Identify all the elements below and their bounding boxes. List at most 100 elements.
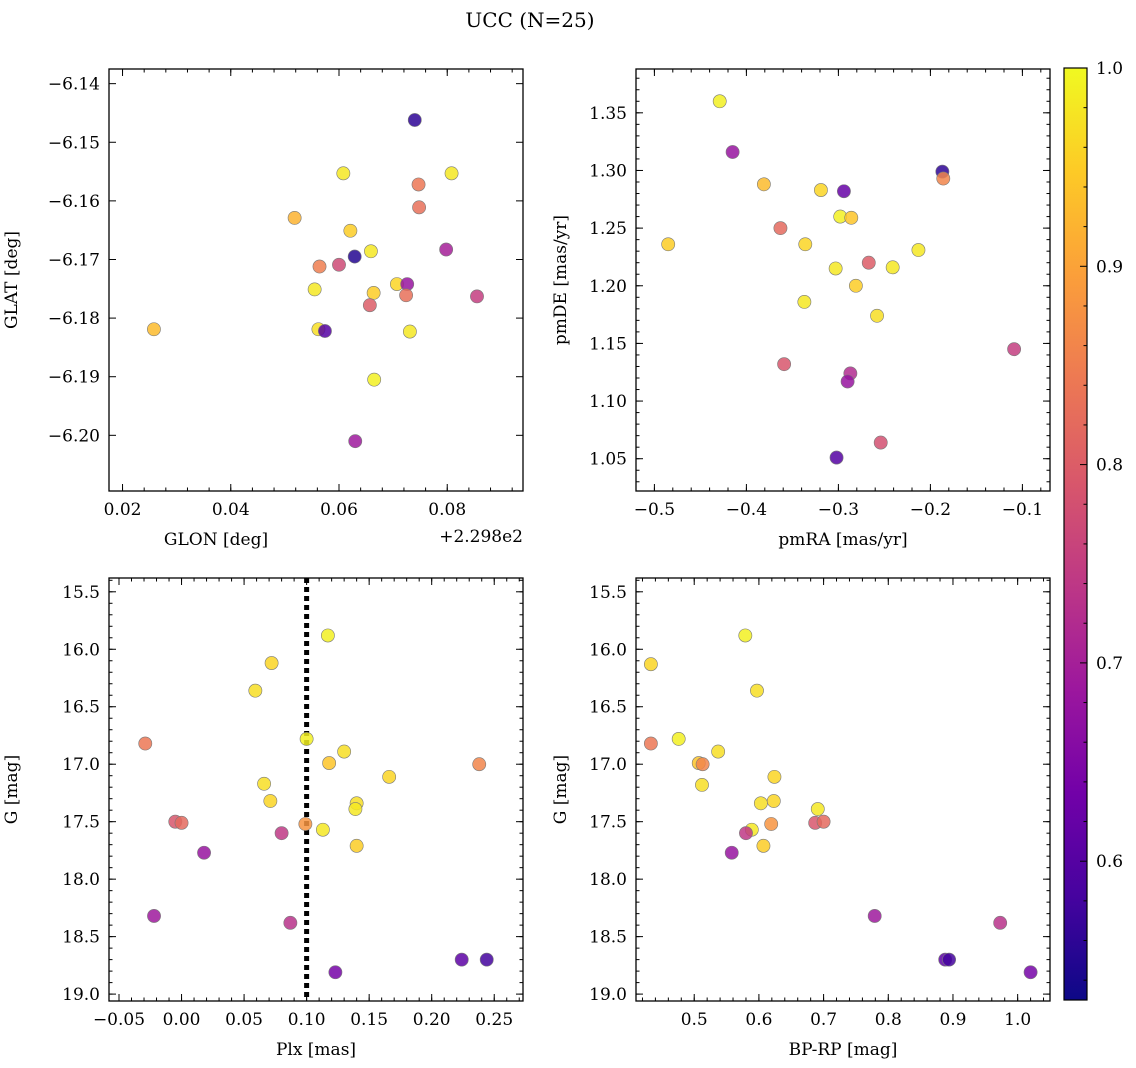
plot-frame — [108, 68, 524, 492]
x-axis-label: BP-RP [mag] — [789, 1040, 898, 1060]
scatter-point — [739, 826, 753, 841]
colorbar-tick-label: 0.6 — [1096, 852, 1123, 872]
scatter-point — [479, 952, 494, 967]
x-tick-label: −0.3 — [818, 500, 859, 520]
y-tick-label: 16.0 — [589, 640, 627, 660]
scatter-point — [336, 166, 351, 181]
scatter-point — [307, 282, 322, 297]
scatter-point — [712, 94, 727, 109]
y-tick-label: 16.0 — [62, 640, 100, 660]
y-tick-label: 15.5 — [589, 583, 627, 603]
y-tick-label: 18.0 — [62, 870, 100, 890]
scatter-point — [382, 769, 397, 784]
scatter-point — [138, 736, 153, 751]
x-tick-label: 0.7 — [810, 1010, 837, 1030]
y-tick-label: 19.0 — [62, 985, 100, 1005]
scatter-point — [1007, 342, 1022, 357]
ticks — [635, 69, 1050, 491]
y-axis-label: GLAT [deg] — [2, 231, 22, 329]
scatter-point — [840, 374, 855, 389]
y-tick-label: 1.10 — [589, 392, 627, 412]
panel-plx-g: −0.05 0.00 0.05 0.10 0.15 0.20 0.25 15.5 16.0 16.… — [2, 577, 524, 1060]
y-tick-label: 18.0 — [589, 870, 627, 890]
x-tick-label: −0.5 — [634, 500, 675, 520]
x-axis-offset-label: +2.298e2 — [439, 527, 523, 547]
scatter-point — [829, 450, 844, 465]
y-tick-label: 1.25 — [589, 219, 627, 239]
scatter-point — [837, 184, 851, 199]
scatter-point — [444, 166, 459, 181]
y-tick-label: −6.16 — [48, 192, 100, 212]
scatter-point — [315, 822, 330, 837]
scatter-point — [777, 357, 792, 372]
scatter-point — [750, 683, 764, 698]
y-tick-label: 1.15 — [589, 334, 627, 354]
scatter-point — [366, 285, 381, 300]
x-tick-label: 0.04 — [212, 500, 250, 520]
y-tick-label: 16.5 — [62, 698, 100, 718]
scatter-point — [738, 628, 753, 643]
panel-glon-glat: 0.02 0.04 0.06 0.08 −6.14 −6.15 −6.16 −6.17 −6.1… — [2, 68, 524, 550]
scatter-point — [861, 255, 876, 270]
y-tick-label: 17.5 — [589, 813, 627, 833]
plot-frame — [108, 577, 524, 1002]
scatter-point — [671, 732, 686, 746]
scatter-point — [695, 778, 709, 792]
x-tick-label: 0.15 — [350, 1010, 388, 1030]
scatter-point — [711, 744, 726, 759]
colorbar-gradient — [1063, 67, 1088, 1001]
scatter-point — [643, 736, 658, 751]
x-tick-label: 0.20 — [413, 1010, 451, 1030]
colorbar-tick-label: 1.0 — [1096, 59, 1123, 79]
scatter-point — [725, 145, 740, 159]
scatter-point — [643, 657, 658, 672]
scatter-point — [454, 952, 469, 967]
scatter-point — [767, 769, 782, 784]
y-tick-label: 17.0 — [62, 755, 100, 775]
scatter-point — [322, 756, 337, 770]
y-tick-label: 17.5 — [62, 813, 100, 833]
y-tick-label: 18.5 — [589, 928, 627, 948]
scatter-point — [349, 838, 364, 853]
scatter-point — [816, 814, 831, 829]
scatter-point — [936, 171, 951, 186]
scatter-point — [399, 288, 414, 303]
scatter-point — [362, 298, 377, 313]
x-tick-label: −0.4 — [726, 500, 767, 520]
scatter-point — [337, 744, 352, 759]
ticks — [109, 578, 523, 1001]
colorbar-tick-label: 0.8 — [1096, 456, 1123, 476]
scatter-point — [911, 243, 926, 257]
x-axis-label: GLON [deg] — [164, 530, 268, 550]
scatter-point — [756, 177, 771, 192]
scatter-point — [320, 628, 335, 643]
scatter-point — [298, 817, 313, 831]
y-axis-label: pmDE [mas/yr] — [551, 215, 571, 345]
scatter-point — [773, 221, 788, 236]
x-tick-label: 0.5 — [681, 1010, 708, 1030]
x-tick-label: 0.06 — [320, 500, 358, 520]
y-tick-label: 17.0 — [589, 755, 627, 775]
scatter-point — [828, 261, 843, 276]
scatter-point — [848, 278, 863, 293]
y-tick-label: 19.0 — [589, 985, 627, 1005]
y-axis-label: G [mag] — [2, 755, 22, 824]
scatter-point — [197, 845, 211, 860]
plot-frame — [635, 577, 1051, 1002]
x-tick-label: 0.9 — [939, 1010, 966, 1030]
scatter-point — [797, 295, 812, 309]
y-tick-label: 1.05 — [589, 450, 627, 470]
scatter-point — [147, 322, 161, 337]
scatter-point — [411, 177, 426, 192]
scatter-point — [274, 826, 289, 841]
scatter-point — [248, 683, 263, 698]
x-tick-label: −0.1 — [1002, 500, 1043, 520]
ticks — [109, 69, 523, 491]
scatter-point — [661, 237, 676, 252]
scatter-point — [873, 435, 888, 450]
scatter-point — [798, 237, 813, 252]
colorbar: 0.6 0.7 0.8 0.9 1.0 — [1063, 59, 1123, 1001]
scatter-point — [764, 817, 779, 831]
panel-pmra-pmde: −0.5 −0.4 −0.3 −0.2 −0.1 1.05 1.10 1.15 1.20 1.25… — [551, 68, 1051, 550]
